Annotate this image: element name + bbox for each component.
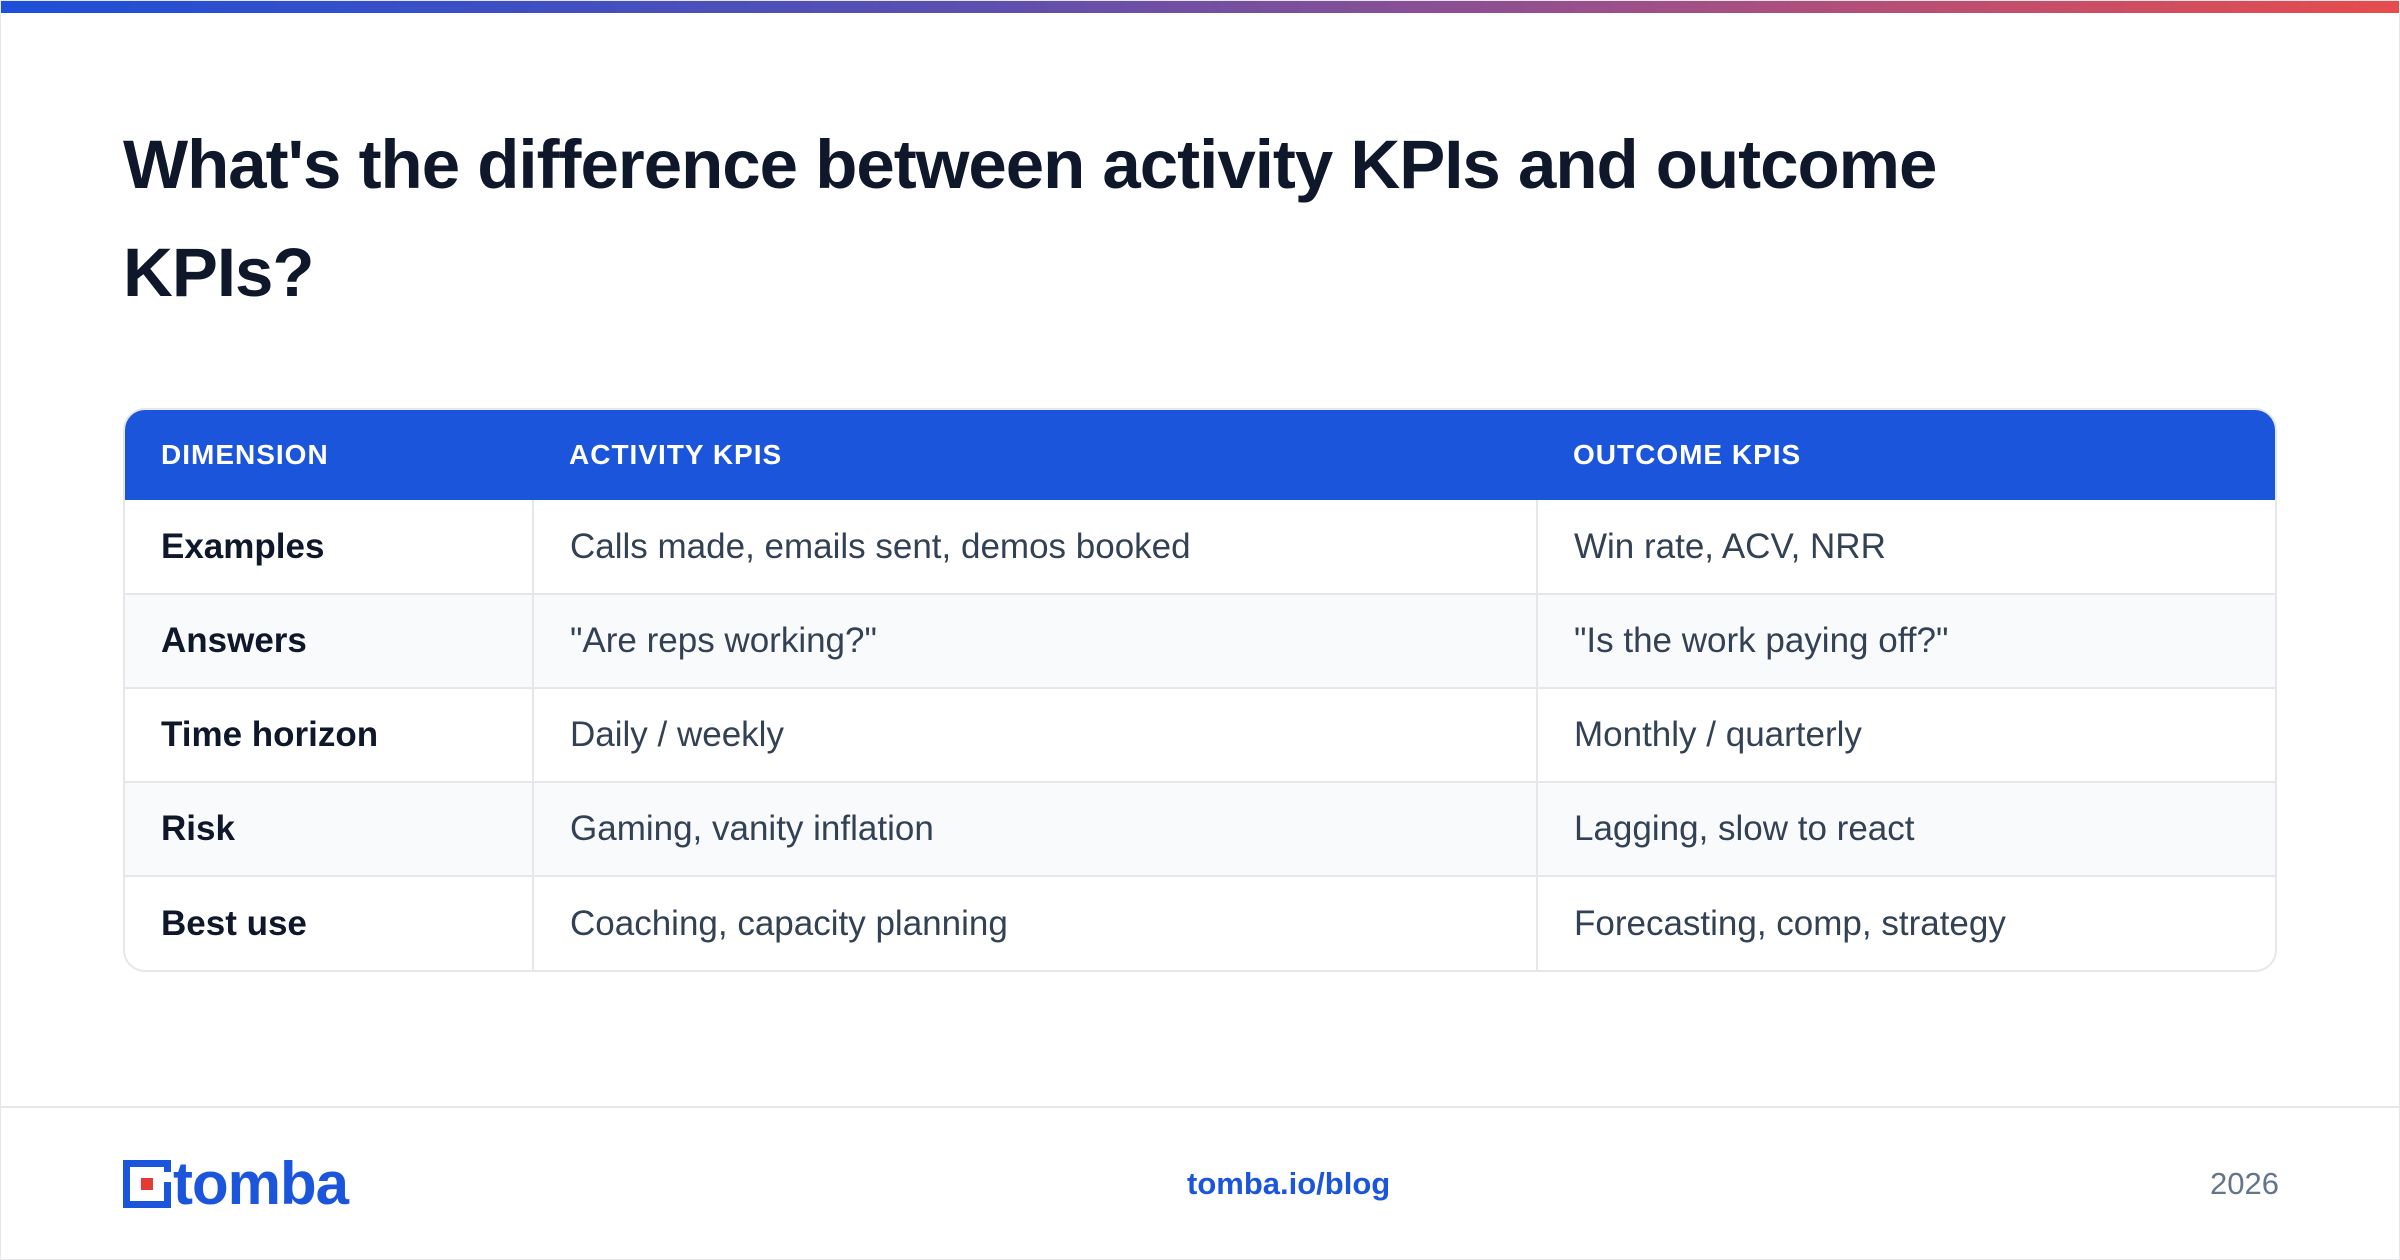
row-dimension: Examples (161, 526, 325, 566)
row-dimension: Time horizon (125, 687, 533, 782)
footer-year: 2026 (2210, 1166, 2279, 1201)
table-header-row: DIMENSION ACTIVITY KPIS OUTCOME KPIS (125, 410, 2275, 500)
row-outcome-value: Monthly / quarterly (1536, 687, 2275, 782)
tomba-logo[interactable]: tomba (123, 1150, 349, 1217)
header-activity-kpis: ACTIVITY KPIS (533, 410, 1537, 500)
table-row: Answers "Are reps working?" "Is the work… (125, 593, 2275, 688)
logo-wordmark: tomba (173, 1150, 349, 1217)
footer: tomba tomba.io/blog 2026 (1, 1106, 2399, 1259)
row-outcome-value: Forecasting, comp, strategy (1536, 875, 2275, 970)
row-outcome-value: Lagging, slow to react (1536, 781, 2275, 876)
table-row: Best use Coaching, capacity planning For… (125, 875, 2275, 970)
page-title: What's the difference between activity K… (123, 126, 1937, 311)
tomba-logo-icon (123, 1160, 172, 1208)
comparison-table: DIMENSION ACTIVITY KPIS OUTCOME KPIS Exa… (123, 408, 2277, 972)
table-header: DIMENSION ACTIVITY KPIS OUTCOME KPIS (125, 410, 2275, 500)
gradient-top-bar (1, 1, 2399, 13)
row-activity-value: "Are reps working?" (532, 593, 1537, 688)
row-outcome-value: Win rate, ACV, NRR (1536, 500, 2275, 594)
row-activity-value: Calls made, emails sent, demos booked (532, 500, 1537, 594)
row-dimension: Best use (125, 875, 533, 970)
table-row: Examples Calls made, emails sent, demos … (125, 500, 2275, 594)
row-dimension: Answers (125, 593, 533, 688)
table-row: Risk Gaming, vanity inflation Lagging, s… (125, 781, 2275, 876)
blog-link[interactable]: tomba.io/blog (1187, 1166, 1391, 1201)
row-outcome-value: "Is the work paying off?" (1536, 593, 2275, 688)
header-outcome-kpis: OUTCOME KPIS (1537, 410, 2275, 500)
row-activity-value: Daily / weekly (532, 687, 1537, 782)
row-activity-value: Coaching, capacity planning (532, 875, 1537, 970)
header-dimension: DIMENSION (125, 410, 533, 500)
table-row: Time horizon Daily / weekly Monthly / qu… (125, 687, 2275, 782)
row-activity-value: Gaming, vanity inflation (532, 781, 1537, 876)
row-dimension: Risk (125, 781, 533, 876)
table-body: Examples Calls made, emails sent, demos … (125, 500, 2275, 970)
